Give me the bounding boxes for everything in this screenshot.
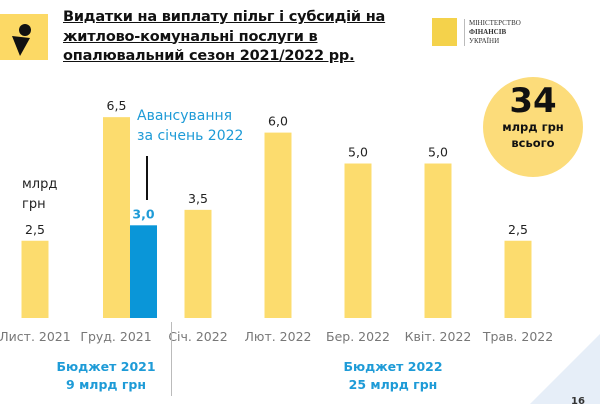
budget-2021-label: Бюджет 2021 9 млрд грн [56, 358, 155, 394]
bar [264, 132, 292, 318]
budget-divider [171, 322, 172, 396]
brand-logo [0, 14, 48, 60]
x-tick-label: Квіт. 2022 [404, 329, 472, 344]
title-line: опалювальний сезон 2021/2022 рр. [63, 48, 355, 64]
budget-2022-label: Бюджет 2022 25 млрд грн [343, 358, 442, 394]
annotation-pointer [146, 156, 148, 200]
bar-value-label: 6,0 [268, 114, 288, 129]
total-unit: млрд грн [502, 120, 564, 134]
bar-value-label: 2,5 [25, 222, 45, 237]
x-tick-label: Січ. 2022 [168, 329, 228, 344]
ministry-line: ФІНАНСІВ [469, 28, 507, 36]
title-line: Видатки на виплату пільг і субсидій на [63, 9, 386, 25]
page-number: 16 [571, 396, 585, 407]
advance-bar [130, 225, 157, 318]
page-title: Видатки на виплату пільг і субсидій на ж… [63, 8, 385, 67]
annotation-line: за січень 2022 [137, 128, 244, 144]
bar-value-label: 5,0 [348, 145, 368, 160]
y-axis-label: млрд грн [22, 177, 58, 212]
budget-amount: 25 млрд грн [348, 377, 438, 392]
x-tick-label: Груд. 2021 [80, 329, 152, 344]
bar [344, 163, 372, 318]
ministry-line: МІНІСТЕРСТВО [469, 19, 521, 27]
x-tick-label: Лют. 2022 [244, 329, 312, 344]
budget-title: Бюджет 2021 [56, 359, 156, 374]
bar [184, 209, 212, 318]
total-value: 34 [509, 81, 557, 121]
x-tick-label: Бер. 2022 [326, 329, 390, 344]
bar [504, 240, 532, 318]
bar-value-label: 2,5 [508, 222, 528, 237]
bar-value-label: 5,0 [428, 145, 448, 160]
bar-value-label: 3,5 [188, 191, 208, 206]
bar-chart: 2,5 6,5 3,0 3,5 6,0 5,0 5,0 2,5 [21, 98, 532, 319]
bar [103, 117, 130, 319]
bar [21, 240, 49, 318]
total-badge: 34 млрд грн всього [483, 77, 583, 177]
advance-value-label: 3,0 [132, 206, 154, 221]
trident-icon [432, 18, 457, 46]
budget-title: Бюджет 2022 [343, 359, 443, 374]
ministry-name: МІНІСТЕРСТВО ФІНАНСІВ УКРАЇНИ [464, 19, 521, 46]
bar [424, 163, 452, 318]
budget-amount: 9 млрд грн [66, 377, 146, 392]
ministry-line: УКРАЇНИ [469, 37, 500, 45]
title-line: житлово-комунальні послуги в [63, 28, 318, 45]
corner-decoration [530, 334, 600, 404]
total-note: всього [511, 136, 555, 150]
advance-annotation: Авансування за січень 2022 [137, 106, 243, 146]
bar-value-label: 6,5 [107, 98, 127, 113]
x-tick-label: Лист. 2021 [0, 329, 71, 344]
annotation-line: Авансування [137, 108, 233, 124]
